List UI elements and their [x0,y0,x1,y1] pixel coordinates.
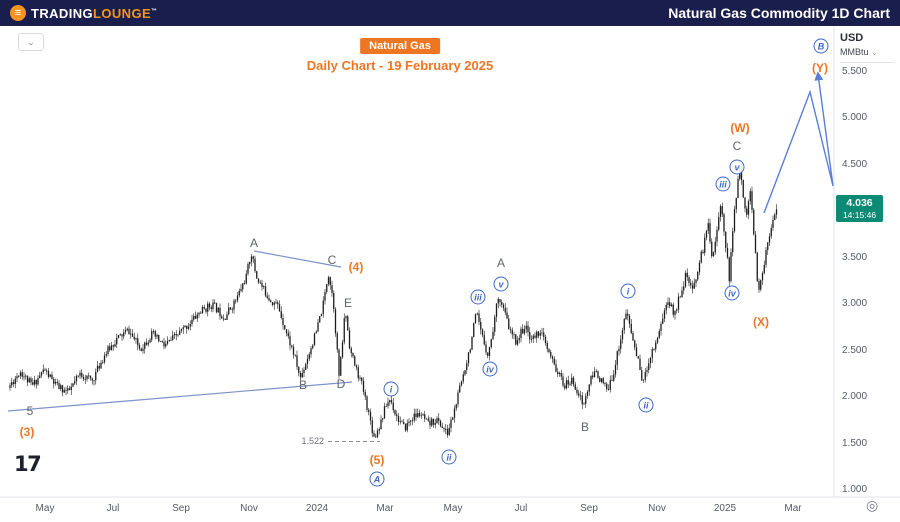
x-axis-label: 2024 [305,503,329,514]
countdown-timer: 14:15:46 [842,209,877,220]
trendline-1[interactable] [253,250,342,268]
x-axis-label: Mar [784,503,802,514]
page-title: Natural Gas Commodity 1D Chart [668,5,890,21]
chart-area: ⌄ Natural Gas Daily Chart - 19 February … [0,26,900,522]
y-axis-label: 5.500 [842,66,868,77]
brand-word-trading: TRADING [31,5,94,21]
app-header: ≡ TRADINGLOUNGE™ Natural Gas Commodity 1… [0,0,900,26]
y-axis-label: 1.000 [842,484,868,495]
trendline-2[interactable] [7,381,353,412]
x-axis-label: May [35,503,55,514]
tradingview-logo[interactable]: 17 [14,452,42,476]
unit-currency: USD [840,32,864,44]
projection-arrow[interactable] [763,71,834,214]
x-axis-label: Jul [106,503,120,514]
x-axis-label: Nov [240,503,258,514]
last-price-label: 4.036 14:15:46 [836,194,883,222]
x-axis-label: Sep [172,503,190,514]
y-axis-label: 2.000 [842,391,868,403]
unit-selector[interactable]: USD MMBtu ⌄ [840,32,894,63]
tradinglounge-logo[interactable]: ≡ TRADINGLOUNGE™ [10,5,157,21]
x-axis-label: Mar [376,503,394,514]
brand-word-lounge: LOUNGE [93,5,152,21]
chevron-down-button[interactable]: ⌄ [18,33,44,51]
x-axis-label: Jul [514,503,528,514]
y-axis-label: 3.500 [842,251,868,263]
brand-text: TRADINGLOUNGE™ [31,7,157,20]
last-price-value: 4.036 [846,196,873,209]
y-axis-label: 2.500 [842,344,868,356]
y-axis-label: 4.500 [842,158,868,170]
x-axis-label: May [443,503,463,514]
tradinglounge-logo-icon: ≡ [10,5,26,21]
candlesticks [9,163,778,439]
y-axis-label: 3.000 [842,298,868,310]
y-axis-label: 1.500 [842,437,868,449]
x-axis-label: 2025 [713,503,737,514]
time-axis[interactable]: May Jul Sep Nov 2024 Mar May Jul Sep Nov 2025 Mar [0,497,900,522]
y-axis-label: 5.000 [842,112,868,124]
chart-canvas[interactable] [0,26,900,522]
crosshair-target-icon[interactable]: ◎ [866,497,879,513]
x-axis-label: Nov [648,503,666,514]
x-axis-label: Sep [580,503,598,514]
unit-chevron-icon: ⌄ [871,50,878,57]
price-axis[interactable]: 5.5005.0004.5004.0003.5003.0002.5002.000… [834,26,900,497]
price-level-label: 1.522 [301,435,324,446]
chart-subtitle: Daily Chart - 19 February 2025 [306,58,494,73]
unit-measure: MMBtu ⌄ [840,47,878,57]
chevron-down-icon: ⌄ [27,36,35,47]
symbol-badge: Natural Gas [360,38,440,54]
trademark-symbol: ™ [151,8,158,15]
